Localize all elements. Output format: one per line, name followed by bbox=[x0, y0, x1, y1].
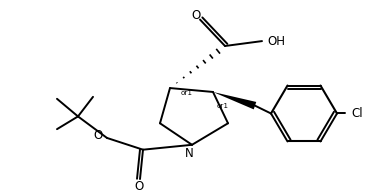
Polygon shape bbox=[213, 92, 256, 109]
Text: O: O bbox=[93, 128, 103, 141]
Text: O: O bbox=[134, 180, 144, 193]
Text: O: O bbox=[191, 9, 201, 22]
Text: OH: OH bbox=[267, 35, 285, 48]
Text: Cl: Cl bbox=[351, 107, 363, 120]
Text: or1: or1 bbox=[181, 90, 193, 96]
Text: or1: or1 bbox=[217, 103, 229, 109]
Text: N: N bbox=[185, 147, 193, 160]
